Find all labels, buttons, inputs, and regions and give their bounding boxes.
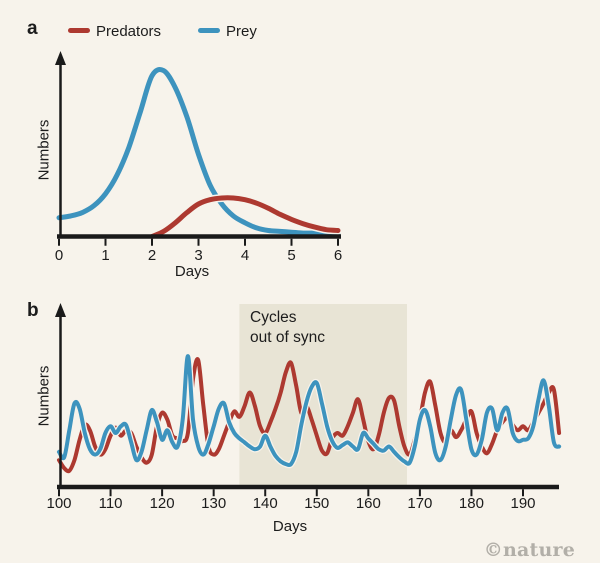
y-axis-arrow-icon xyxy=(55,303,66,317)
legend-predators-swatch xyxy=(68,28,90,33)
x-tick-label-120: 120 xyxy=(149,495,175,512)
panel-b-label: b xyxy=(27,300,39,321)
x-tick-label-3: 3 xyxy=(194,247,203,264)
legend-prey-label: Prey xyxy=(226,23,257,40)
series-line-prey xyxy=(57,354,562,468)
x-tick-label-6: 6 xyxy=(333,247,343,264)
panel-b-x-axis-title: Days xyxy=(272,518,308,535)
series-line-prey xyxy=(56,67,341,236)
panel-a-x-axis-title: Days xyxy=(174,263,210,280)
panel-b-y-axis-title: Numbers xyxy=(35,365,53,427)
x-tick-label-5: 5 xyxy=(287,247,296,264)
x-tick-label-180: 180 xyxy=(458,495,484,512)
x-tick-label-0: 0 xyxy=(54,247,64,264)
x-tick-label-150: 150 xyxy=(304,495,330,512)
x-tick-label-110: 110 xyxy=(98,495,123,512)
x-tick-label-4: 4 xyxy=(240,247,250,264)
x-tick-label-2: 2 xyxy=(147,247,157,264)
nature-watermark: ©nature xyxy=(483,539,575,561)
x-tick-label-1: 1 xyxy=(101,247,110,264)
y-axis-arrow-icon xyxy=(55,51,66,65)
legend-predators-label: Predators xyxy=(96,23,162,40)
x-tick-label-140: 140 xyxy=(252,495,278,512)
panel-a-y-axis-title: Numbers xyxy=(35,119,53,181)
annotation-line-1: Cycles xyxy=(250,309,297,326)
legend-prey-swatch xyxy=(198,28,220,33)
x-tick-label-190: 190 xyxy=(510,495,536,512)
series-line-predators xyxy=(149,195,341,239)
x-tick-label-130: 130 xyxy=(201,495,227,512)
x-tick-label-160: 160 xyxy=(355,495,381,512)
annotation-line-2: out of sync xyxy=(250,329,325,346)
x-tick-label-100: 100 xyxy=(46,495,72,512)
x-tick-label-170: 170 xyxy=(407,495,433,512)
panel-a-label: a xyxy=(27,18,38,39)
annotation-cycles-out-of-sync: Cycles out of sync xyxy=(250,308,325,348)
